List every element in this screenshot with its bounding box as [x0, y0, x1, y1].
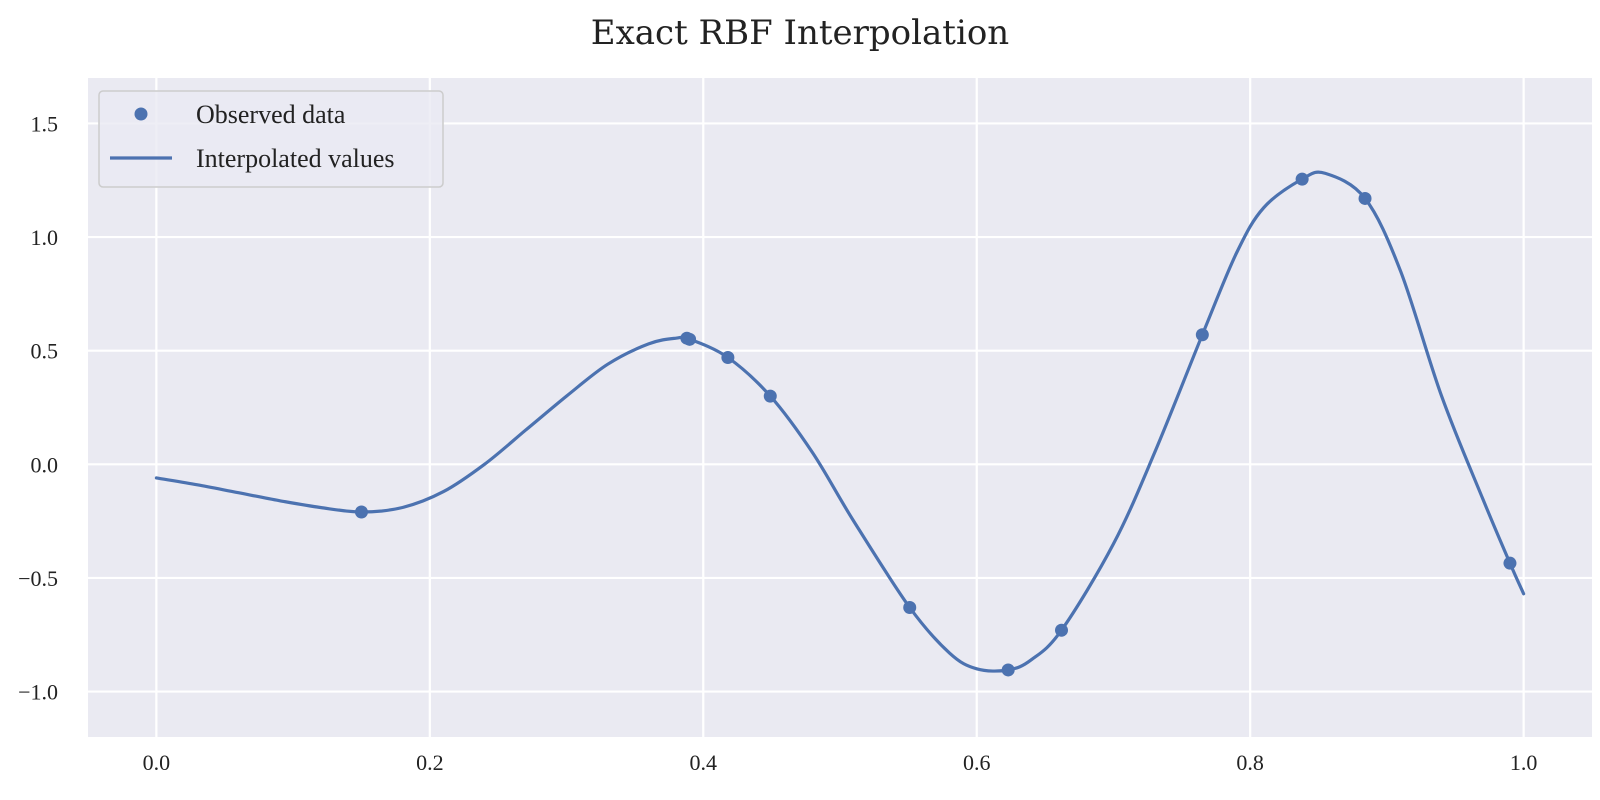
- plot-area: [88, 78, 1592, 737]
- y-tick-label: −0.5: [18, 566, 58, 591]
- observed-data-point: [1195, 328, 1209, 342]
- x-axis-tick-labels: 0.0 0.2 0.4 0.6 0.8 1.0: [143, 750, 1538, 775]
- observed-data-point: [683, 332, 697, 346]
- interpolated-values-line: [154, 170, 1526, 673]
- observed-data-point: [763, 389, 777, 403]
- observed-data-point: [1295, 172, 1309, 186]
- x-tick-label: 0.0: [143, 750, 171, 775]
- y-tick-label: 1.0: [31, 225, 59, 250]
- observed-data-point: [354, 505, 368, 519]
- y-tick-label: 1.5: [31, 111, 59, 136]
- y-axis-tick-labels: −1.0 −0.5 0.0 0.5 1.0 1.5: [18, 111, 58, 704]
- y-tick-label: 0.0: [31, 452, 59, 477]
- chart-title: Exact RBF Interpolation: [591, 13, 1009, 53]
- series-layer: [154, 170, 1526, 677]
- x-tick-label: 0.6: [963, 750, 991, 775]
- observed-data-point: [1358, 191, 1372, 205]
- observed-data-point: [1001, 663, 1015, 677]
- observed-data-point: [721, 351, 735, 365]
- legend-label-interpolated-values: Interpolated values: [196, 144, 395, 173]
- legend: Observed data Interpolated values: [98, 90, 444, 188]
- x-tick-label: 0.8: [1236, 750, 1264, 775]
- x-grid: [155, 78, 1525, 737]
- legend-box: [98, 90, 444, 188]
- x-tick-label: 0.4: [690, 750, 718, 775]
- observed-data-point: [903, 600, 917, 614]
- legend-label-observed-data: Observed data: [196, 100, 346, 129]
- x-tick-label: 0.2: [416, 750, 444, 775]
- observed-data-point: [1054, 623, 1068, 637]
- y-tick-label: −1.0: [18, 680, 58, 705]
- observed-data-point: [1503, 556, 1517, 570]
- x-tick-label: 1.0: [1510, 750, 1538, 775]
- y-grid: [88, 122, 1592, 693]
- legend-marker-observed-data: [134, 107, 148, 121]
- y-tick-label: 0.5: [31, 339, 59, 364]
